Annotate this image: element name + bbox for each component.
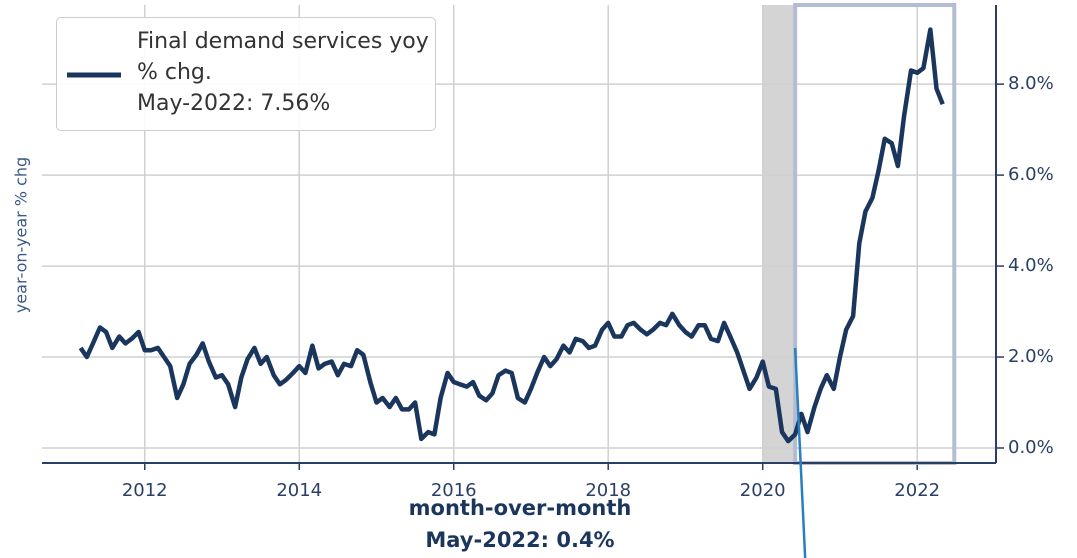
x-tick-label: 2018 bbox=[585, 480, 631, 501]
recession-band bbox=[762, 5, 796, 463]
legend-text: Final demand services yoy % chg. May-2022… bbox=[137, 26, 437, 119]
annotation-pointer bbox=[793, 347, 807, 558]
legend-label: Final demand services yoy % chg. bbox=[137, 29, 429, 85]
annotation-title: month-over-month bbox=[408, 496, 632, 520]
y-tick-label: 6.0% bbox=[1008, 164, 1054, 185]
annotation: month-over-month May-2022: 0.4% bbox=[320, 492, 720, 556]
x-tick-label: 2020 bbox=[740, 480, 786, 501]
y-tick-label: 8.0% bbox=[1008, 73, 1054, 94]
x-tick-label: 2012 bbox=[122, 480, 168, 501]
y-tick-label: 2.0% bbox=[1008, 346, 1054, 367]
legend-swatch-box bbox=[67, 72, 121, 78]
y-axis-label: year-on-year % chg bbox=[12, 157, 31, 313]
x-tick-label: 2014 bbox=[276, 480, 322, 501]
x-tick-label: 2022 bbox=[894, 480, 940, 501]
y-tick-label: 4.0% bbox=[1008, 255, 1054, 276]
legend: Final demand services yoy % chg. May-2022… bbox=[56, 17, 436, 131]
legend-note: May-2022: 7.56% bbox=[137, 91, 331, 116]
x-tick-label: 2016 bbox=[431, 480, 477, 501]
y-tick-label: 0.0% bbox=[1008, 437, 1054, 458]
annotation-text: May-2022: 0.4% bbox=[425, 528, 615, 552]
